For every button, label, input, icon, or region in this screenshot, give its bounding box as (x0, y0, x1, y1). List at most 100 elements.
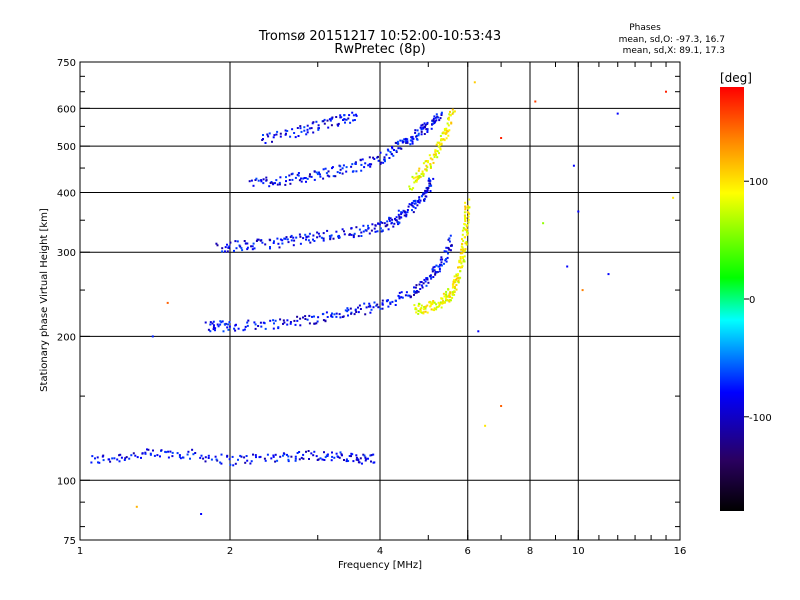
trace-point-o-mode (430, 184, 433, 187)
trace-point-o-mode (221, 320, 224, 323)
trace-point-x-mode (468, 212, 471, 215)
y-tick-label-5: 500 (57, 142, 76, 153)
trace-point-o-mode (328, 175, 331, 178)
trace-point-o-mode (302, 453, 305, 456)
trace-point-o-mode (285, 176, 287, 179)
trace-point-x-mode (459, 270, 462, 273)
trace-point-o-mode (389, 302, 392, 305)
trace-point-x-mode (457, 279, 460, 282)
trace-point-o-mode (259, 321, 262, 324)
trace-point-x-mode (421, 170, 424, 173)
trace-point-o-mode (302, 237, 305, 240)
trace-point-o-mode (257, 179, 260, 182)
trace-point-o-mode (140, 456, 142, 459)
trace-point-o-mode (439, 117, 442, 120)
trace-point-x-mode (436, 156, 439, 159)
trace-point-x-mode (426, 166, 429, 169)
trace-point-o-mode (424, 195, 427, 198)
trace-point-o-mode (423, 122, 426, 125)
trace-point-o-mode (357, 235, 360, 238)
trace-point-x-mode (458, 261, 461, 264)
trace-point-o-mode (310, 452, 313, 455)
trace-point-x-mode (422, 308, 425, 311)
trace-point-o-mode (306, 177, 309, 180)
trace-point-o-mode (387, 149, 390, 152)
trace-point-o-mode (370, 454, 373, 457)
trace-point-o-mode (439, 258, 442, 261)
trace-point-x-mode (412, 187, 415, 190)
trace-point-x-mode (426, 311, 429, 314)
trace-point-o-mode (227, 328, 230, 331)
trace-point-o-mode (355, 456, 358, 459)
trace-point-x-mode (430, 308, 433, 311)
trace-point-o-mode (281, 239, 284, 242)
trace-point-o-mode (398, 297, 401, 300)
chart-title: Tromsø 20151217 10:52:00-10:53:43 (258, 29, 501, 44)
trace-point-o-mode (426, 188, 429, 191)
trace-point-o-mode (316, 236, 319, 239)
trace-point-x-mode (461, 238, 463, 241)
trace-point-o-mode (329, 238, 332, 241)
trace-point-o-mode (414, 202, 417, 205)
trace-point-o-mode (310, 127, 313, 130)
trace-point-o-mode (345, 460, 348, 463)
trace-point-o-mode (264, 459, 267, 462)
trace-point-o-mode (359, 158, 362, 161)
trace-point-x-mode (419, 311, 422, 314)
trace-point-o-mode (255, 456, 257, 459)
trace-point-o-mode (341, 228, 344, 231)
trace-point-x-mode (455, 284, 458, 286)
trace-point-o-mode (446, 256, 449, 259)
trace-point-o-mode (368, 156, 371, 159)
trace-point-o-mode (359, 308, 362, 310)
trace-point-o-mode (297, 135, 300, 137)
trace-point-x-mode (416, 175, 419, 178)
trace-point-o-mode (421, 286, 424, 289)
trace-point-o-mode (304, 177, 307, 179)
trace-point-x-mode (465, 243, 468, 246)
scatter-point (477, 330, 480, 333)
trace-point-o-mode (305, 236, 308, 239)
trace-point-o-mode (299, 235, 302, 238)
trace-point-o-mode (313, 322, 316, 325)
trace-point-x-mode (422, 162, 425, 165)
trace-point-o-mode (282, 454, 284, 457)
trace-point-o-mode (421, 193, 424, 196)
trace-point-o-mode (341, 454, 343, 457)
trace-point-o-mode (372, 306, 375, 309)
trace-point-x-mode (464, 242, 467, 245)
trace-point-o-mode (344, 309, 347, 312)
trace-point-x-mode (415, 180, 418, 183)
trace-point-x-mode (419, 175, 422, 178)
trace-point-o-mode (274, 182, 276, 185)
trace-point-o-mode (424, 126, 426, 128)
trace-point-x-mode (445, 299, 447, 302)
trace-point-x-mode (435, 303, 438, 306)
trace-point-o-mode (313, 170, 316, 173)
trace-point-o-mode (338, 456, 341, 459)
colorbar-tick-label-0: 100 (749, 177, 768, 188)
scatter-point (135, 505, 138, 508)
trace-point-o-mode (360, 163, 363, 166)
trace-point-o-mode (416, 204, 419, 207)
trace-point-o-mode (307, 450, 310, 452)
trace-point-o-mode (362, 230, 365, 233)
trace-point-o-mode (328, 235, 331, 238)
trace-point-o-mode (429, 275, 432, 277)
trace-point-o-mode (393, 149, 395, 151)
trace-point-o-mode (354, 162, 357, 165)
trace-point-o-mode (269, 247, 271, 250)
trace-point-o-mode (294, 457, 297, 460)
trace-point-o-mode (441, 258, 444, 261)
trace-point-o-mode (296, 315, 299, 318)
trace-point-o-mode (291, 172, 294, 175)
trace-point-x-mode (432, 161, 435, 164)
scatter-point (607, 273, 610, 276)
trace-point-x-mode (462, 248, 465, 251)
trace-point-o-mode (433, 265, 436, 268)
trace-point-o-mode (372, 156, 375, 159)
trace-point-o-mode (292, 236, 295, 239)
trace-point-o-mode (381, 302, 384, 305)
trace-point-o-mode (438, 268, 441, 270)
trace-point-o-mode (226, 454, 229, 457)
